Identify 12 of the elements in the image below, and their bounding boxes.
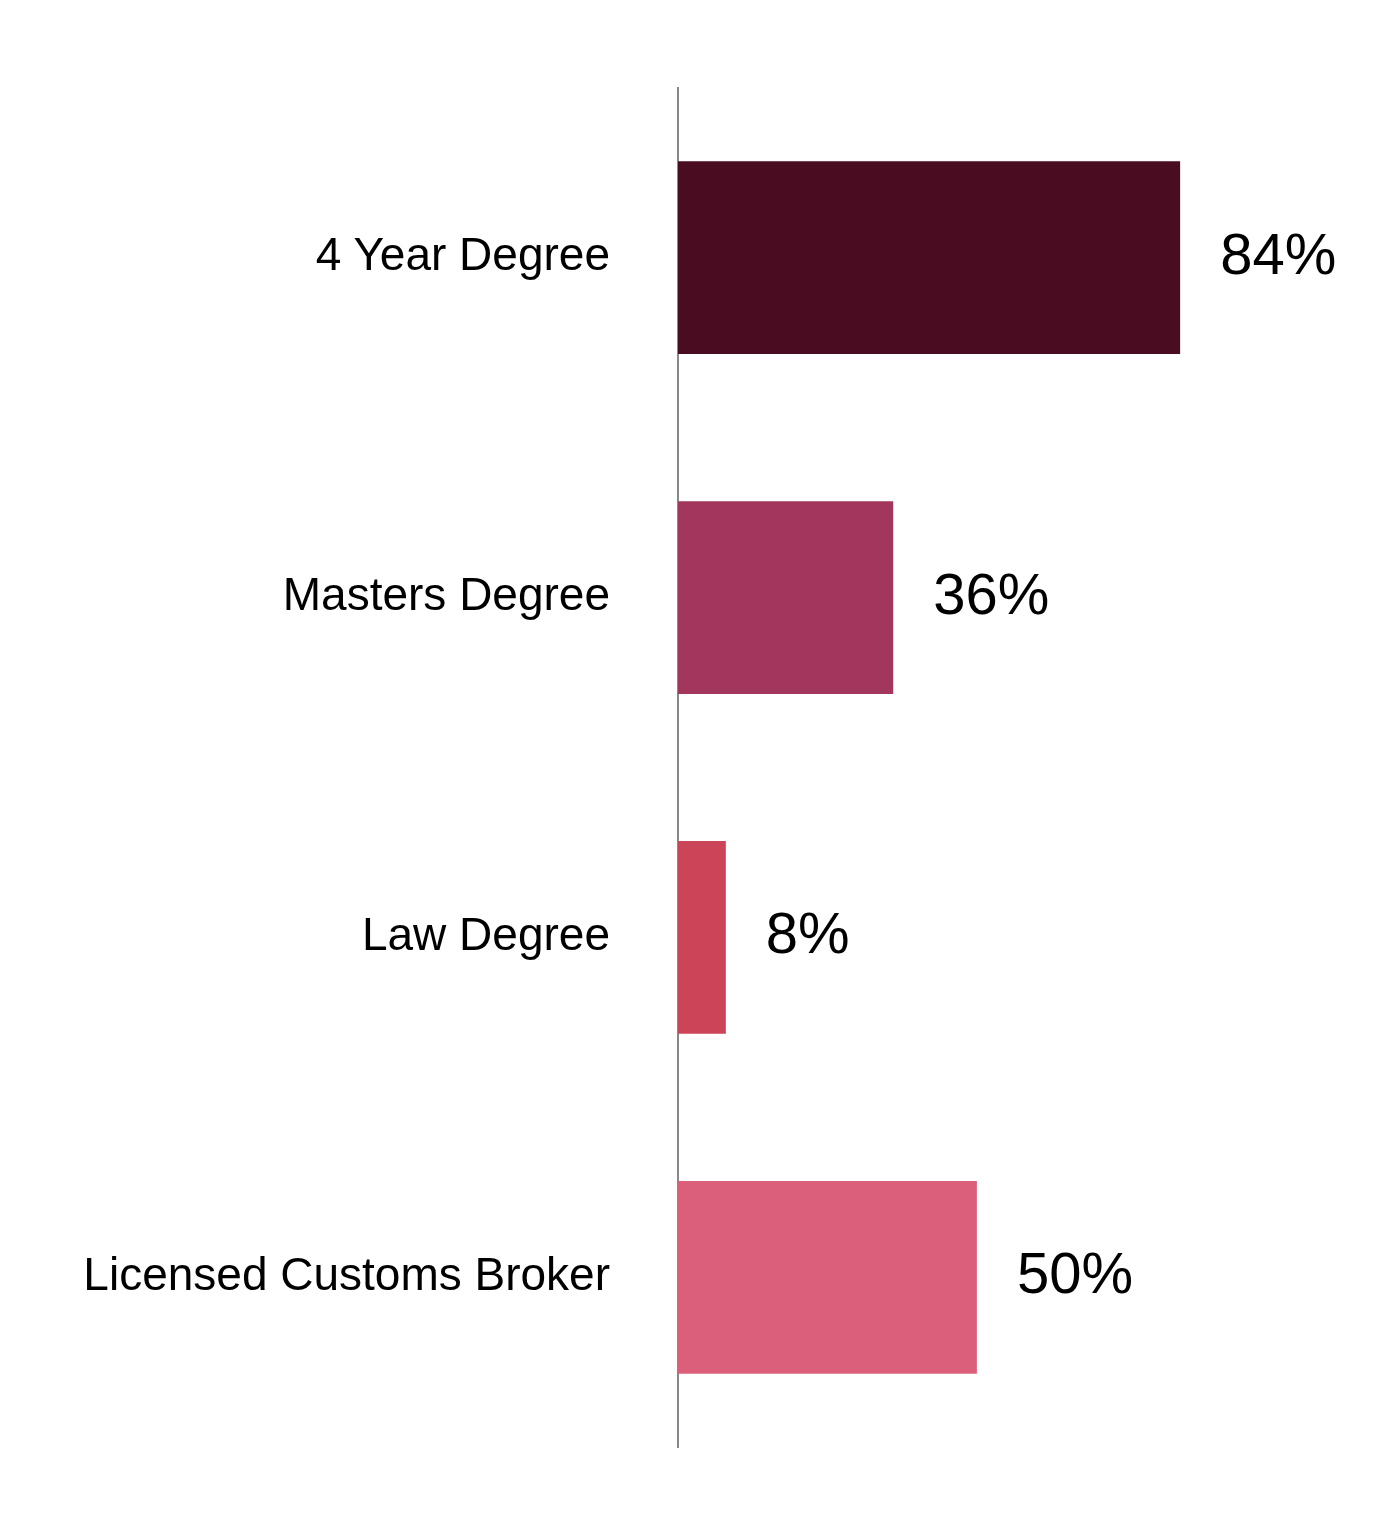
data-label: 36% [933, 560, 1050, 626]
y-tick-label: Licensed Customs Broker [83, 1248, 610, 1301]
bar [678, 841, 726, 1034]
bar [678, 1181, 977, 1374]
y-tick-label: Masters Degree [282, 568, 610, 621]
bar [678, 501, 894, 694]
data-label: 84% [1220, 220, 1337, 286]
y-tick-label: Law Degree [361, 908, 610, 961]
bar [678, 161, 1181, 354]
data-label: 8% [765, 900, 850, 966]
data-label: 50% [1016, 1240, 1133, 1306]
y-tick-label: 4 Year Degree [315, 228, 610, 281]
